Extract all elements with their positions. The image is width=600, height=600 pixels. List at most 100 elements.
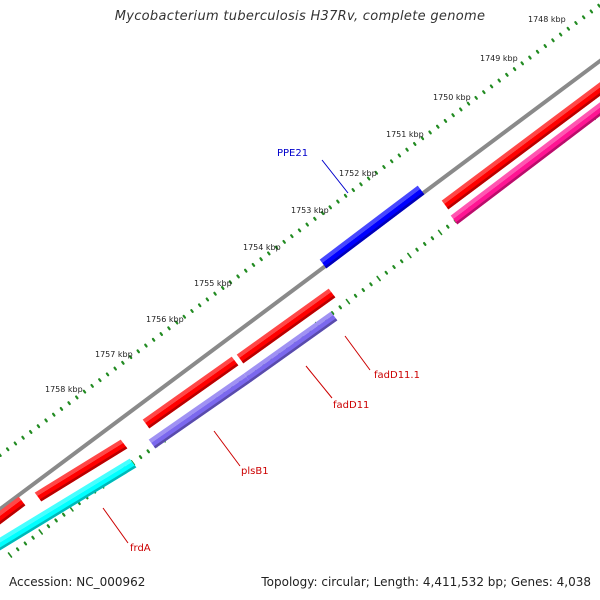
outer-tick-dot — [0, 453, 2, 457]
outer-tick-dot — [597, 3, 600, 8]
outer-tick-dot — [159, 332, 164, 337]
fadd11-gene-face — [246, 314, 338, 383]
forward-cds[interactable] — [0, 496, 26, 530]
forward-cds[interactable] — [142, 356, 239, 429]
reverse-cds[interactable] — [450, 96, 600, 225]
inner-tick-mark — [61, 512, 66, 517]
gene-label-fadd11-1[interactable]: fadD11.1 — [374, 370, 420, 381]
outer-tick-dot — [336, 199, 340, 204]
outer-tick-dot — [151, 337, 156, 342]
gene-label-leader — [305, 365, 333, 399]
gene-features[interactable] — [0, 76, 600, 555]
inner-tick-mark — [77, 501, 81, 506]
reverse-cds-top — [450, 102, 600, 219]
outer-tick-dot — [75, 395, 79, 400]
map-title: Mycobacterium tuberculosis H37Rv, comple… — [114, 9, 486, 24]
outer-tick-dot — [505, 72, 509, 77]
outer-tick-dot — [136, 349, 140, 354]
outer-tick-dot — [59, 406, 64, 411]
kbp-label: 1752 kbp — [339, 169, 377, 178]
inner-tick-mark — [46, 524, 51, 529]
outer-tick-dot — [589, 9, 594, 14]
outer-tick-dot — [489, 84, 494, 89]
outer-tick-dot — [113, 366, 117, 371]
inner-tick-mark — [31, 535, 35, 540]
inner-tick-mark — [399, 259, 404, 264]
outer-tick-dot — [98, 378, 102, 383]
outer-tick-dot — [282, 239, 286, 244]
frda-gene[interactable] — [0, 458, 137, 555]
outer-tick-dot — [366, 176, 371, 181]
inner-tick-mark — [361, 288, 366, 293]
gene-label-plsb1[interactable]: plsB1 — [241, 466, 269, 477]
outer-tick-dot — [228, 280, 233, 285]
kbp-label: 1750 kbp — [433, 93, 471, 102]
outer-tick-dot — [21, 435, 25, 440]
forward-cds[interactable] — [441, 76, 600, 210]
inner-tick-mark — [407, 252, 412, 259]
outer-tick-dot — [581, 15, 586, 20]
inner-tick-mark — [138, 455, 143, 460]
forward-cds[interactable] — [236, 288, 336, 364]
outer-tick-dot — [128, 355, 133, 360]
kbp-label: 1748 kbp — [528, 15, 566, 24]
ppe21-gene[interactable] — [319, 185, 425, 269]
outer-tick-dot — [459, 107, 463, 112]
outer-tick-dot — [274, 245, 279, 250]
outer-tick-dot — [436, 124, 440, 129]
outer-tick-dot — [497, 78, 501, 83]
outer-tick-dot — [397, 153, 402, 158]
gene-label-fadd11[interactable]: fadD11 — [333, 400, 369, 411]
forward-cds-shadow — [446, 92, 600, 210]
inner-tick-mark — [415, 247, 419, 252]
inner-tick-mark — [353, 293, 358, 298]
outer-tick-dot — [551, 38, 555, 43]
inner-tick-mark — [376, 275, 381, 282]
outer-tick-dot — [359, 182, 363, 187]
outer-tick-dot — [205, 297, 210, 302]
ppe21-gene-shadow — [324, 192, 425, 269]
genome-stats-text: Topology: circular; Length: 4,411,532 bp… — [261, 575, 591, 589]
outer-tick-dot — [90, 383, 94, 388]
fadd11-gene-top — [243, 311, 334, 377]
gene-labels: PPE21 fadD11.1 fadD11 plsB1 frdA — [102, 148, 420, 554]
inner-tick-mark — [7, 552, 13, 558]
outer-tick-dot — [174, 320, 179, 325]
forward-cds-top — [441, 82, 600, 204]
outer-tick-dot — [236, 274, 240, 279]
inner-tick-mark — [23, 541, 28, 546]
outer-tick-dot — [297, 228, 302, 233]
outer-tick-dot — [405, 147, 409, 152]
outer-tick-dot — [328, 205, 332, 210]
forward-cds-top — [142, 356, 235, 423]
forward-cds[interactable] — [34, 439, 128, 502]
gene-label-ppe21[interactable]: PPE21 — [277, 148, 308, 159]
outer-tick-dot — [51, 412, 56, 417]
outer-tick-dot — [528, 55, 532, 60]
outer-tick-dot — [290, 234, 294, 239]
outer-tick-dot — [67, 401, 71, 406]
outer-tick-dot — [121, 360, 125, 365]
forward-cds-top — [0, 496, 22, 516]
outer-tick-dot — [482, 90, 486, 95]
ppe21-gene-top — [319, 185, 421, 263]
kbp-label: 1754 kbp — [243, 243, 281, 252]
outer-tick-dot — [197, 303, 202, 308]
gene-label-leader — [344, 335, 371, 371]
inner-tick-mark — [38, 529, 44, 535]
inner-tick-mark — [430, 236, 435, 241]
inner-tick-mark — [345, 298, 351, 305]
outer-tick-dot — [466, 101, 471, 106]
plsb1-gene[interactable] — [148, 373, 251, 449]
inner-tick-mark — [369, 282, 373, 287]
inner-tick-mark — [437, 229, 443, 236]
gene-label-frda[interactable]: frdA — [130, 543, 151, 554]
outer-tick-dot — [443, 118, 448, 123]
outer-tick-dot — [28, 429, 33, 434]
forward-cds-top — [34, 439, 124, 496]
outer-tick-dot — [267, 251, 271, 256]
outer-tick-dot — [320, 211, 325, 216]
outer-tick-dot — [374, 170, 379, 175]
fadd11-gene[interactable] — [243, 311, 338, 383]
